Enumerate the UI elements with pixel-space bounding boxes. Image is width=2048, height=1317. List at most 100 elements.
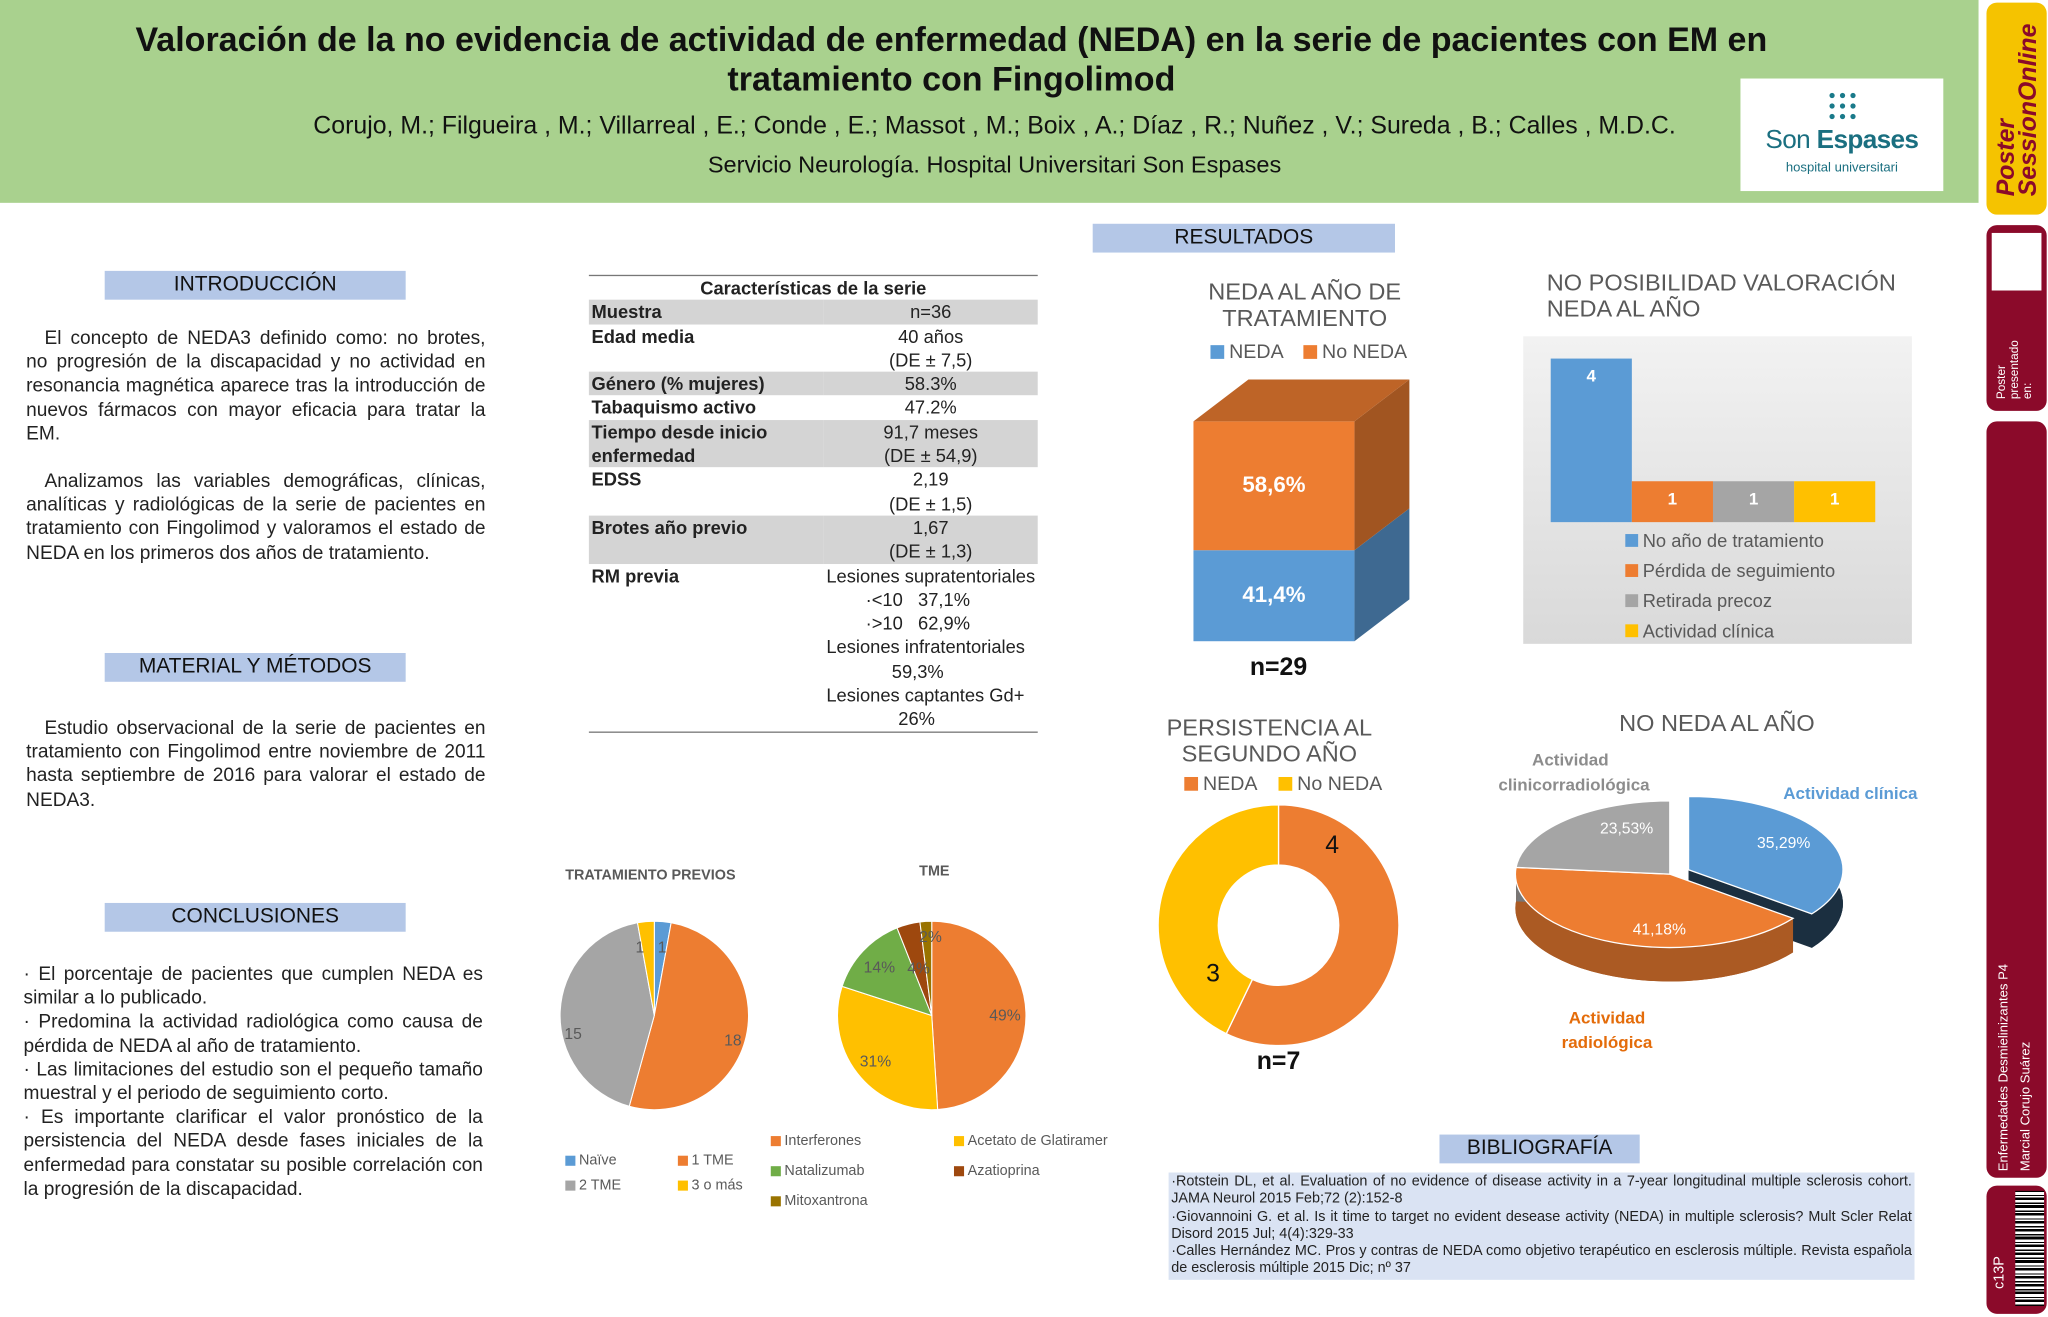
- doughnut-segment: [1225, 804, 1400, 1047]
- value-line: 26%: [898, 708, 935, 730]
- data-label: 1: [1748, 488, 1759, 509]
- data-label: 3: [1206, 960, 1221, 989]
- value-line: ·>10 62,9%: [865, 612, 970, 634]
- bar-segment: [1193, 421, 1355, 551]
- legend-label: Natalizumab: [784, 1163, 865, 1180]
- bar: [1712, 481, 1795, 523]
- row-label: EDSS: [591, 468, 642, 490]
- row-value: 58.3%: [823, 371, 1038, 396]
- table-row: Edad media 40 años (DE ± 7,5): [589, 324, 1038, 372]
- value-line: Lesiones infratentoriales: [826, 636, 1025, 658]
- poster-title: Valoración de la no evidencia de activid…: [135, 19, 1768, 99]
- table-header-row: Características de la serie: [589, 276, 1038, 300]
- legend-swatch: [953, 1166, 965, 1177]
- chart-title: TME: [919, 863, 950, 880]
- data-label: 35,29%: [1757, 833, 1811, 852]
- bar-side: [1354, 379, 1410, 551]
- legend-label: 2 TME: [578, 1177, 622, 1194]
- section-heading: INTRODUCCIÓN: [104, 270, 406, 300]
- bar: [1794, 481, 1876, 523]
- pie-slice: [1514, 866, 1795, 949]
- legend-label: NEDA: [1229, 340, 1284, 364]
- legend-swatch: [677, 1155, 688, 1166]
- bar-segment: [1193, 550, 1355, 642]
- legend-swatch: [1625, 594, 1639, 608]
- logo-dots: [1829, 92, 1856, 120]
- congress-logo: [1991, 232, 2042, 291]
- bar-side: [1354, 508, 1410, 642]
- category-label: Actividad radiológica: [1561, 1007, 1653, 1053]
- legend-swatch: [1210, 345, 1225, 359]
- section-heading: CONCLUSIONES: [104, 902, 406, 932]
- paragraph: Estudio observacional de la serie de pac…: [26, 718, 486, 811]
- bar-top: [1193, 379, 1410, 422]
- category-label: Actividad clínica: [1783, 783, 1918, 803]
- table-row: Brotes año previo 1,67 (DE ± 1,3): [588, 515, 1038, 564]
- authors: Corujo, M.; Filgueira , M.; Villarreal ,…: [313, 112, 1676, 141]
- pie-slice: [628, 922, 750, 1111]
- data-label: 15: [564, 1024, 582, 1043]
- value-line: 91,7 meses: [883, 421, 979, 443]
- legend-label: NEDA: [1202, 772, 1258, 795]
- pie-slice: [1687, 795, 1844, 915]
- table-row: RM previa Lesiones supratentoriales ·<10 3…: [589, 563, 1038, 731]
- affiliation: Servicio Neurología. Hospital Universita…: [707, 151, 1282, 178]
- data-label: 31%: [859, 1052, 892, 1071]
- legend-label: No NEDA: [1297, 772, 1383, 795]
- value-line: 47.2%: [904, 397, 957, 419]
- value-line: (DE ± 1,5): [889, 492, 973, 514]
- legend-swatch: [1625, 564, 1639, 577]
- value-line: (DE ± 7,5): [889, 349, 973, 371]
- data-label: 1: [657, 938, 667, 957]
- value-line: 40 años: [898, 325, 964, 347]
- legend-swatch: [1278, 776, 1293, 791]
- section-heading: MATERIAL Y MÉTODOS: [104, 653, 406, 682]
- legend-label: No NEDA: [1322, 340, 1408, 364]
- chart-title: TRATAMIENTO PREVIOS: [565, 867, 736, 884]
- legend-swatch: [677, 1180, 688, 1191]
- row-value: 2,19 (DE ± 1,5): [824, 468, 1038, 516]
- logo-subtitle: hospital universitari: [1785, 160, 1898, 176]
- row-label: Brotes año previo: [588, 515, 824, 564]
- legend-label: Pérdida de seguimiento: [1642, 560, 1836, 582]
- chart-title: NEDA AL AÑO DE TRATAMIENTO: [1208, 278, 1402, 332]
- data-label: 4: [1586, 365, 1597, 386]
- legend-label: No año de tratamiento: [1642, 529, 1824, 551]
- legend-label: Retirada precoz: [1642, 590, 1773, 612]
- legend-label: Acetato de Glatiramer: [967, 1133, 1108, 1149]
- data-label: 4%: [907, 959, 930, 978]
- conclusions-list: · El porcentaje de pacientes que cumplen…: [24, 963, 483, 1201]
- table-row: EDSS 2,19 (DE ± 1,5): [589, 468, 1038, 516]
- pie-slice: [559, 922, 655, 1107]
- conclusion-item: · El porcentaje de pacientes que cumplen…: [23, 964, 483, 1010]
- data-label: 14%: [863, 957, 896, 977]
- pie-slice: [919, 920, 933, 1016]
- legend-swatch: [1184, 776, 1199, 791]
- row-label: Tabaquismo activo: [591, 397, 757, 419]
- logo-name-1: Son: [1765, 125, 1811, 155]
- legend-label: Interferones: [784, 1133, 862, 1149]
- paragraph: El concepto de NEDA3 definido como: no b…: [26, 328, 486, 445]
- chart-title: NO NEDA AL AÑO: [1619, 709, 1815, 737]
- legend-label: Actividad clínica: [1642, 620, 1775, 642]
- reference: ·Rotstein DL, et al. Evaluation of no ev…: [1171, 1173, 1912, 1207]
- category-label: Actividad clinicorradiológica: [1498, 749, 1650, 795]
- row-label: Género (% mujeres): [588, 371, 824, 396]
- table-row: Muestra n=36: [588, 300, 1038, 325]
- legend-swatch: [565, 1155, 576, 1166]
- legend-swatch: [1625, 534, 1639, 547]
- methods-text: Estudio observacional de la serie de pac…: [26, 717, 485, 812]
- data-label: 58,6%: [1242, 472, 1306, 498]
- value-line: (DE ± 1,3): [889, 540, 973, 562]
- data-label: 41,4%: [1242, 582, 1306, 608]
- table: Características de la serie Muestra n=36 Ed…: [588, 276, 1038, 731]
- legend-swatch: [770, 1136, 781, 1147]
- value-line: 58.3%: [904, 373, 957, 395]
- intro-text: El concepto de NEDA3 definido como: no b…: [26, 327, 485, 565]
- legend-label: Azatioprina: [967, 1163, 1040, 1180]
- legend-label: 1 TME: [691, 1152, 734, 1169]
- bibliography: ·Rotstein DL, et al. Evaluation of no ev…: [1168, 1172, 1915, 1280]
- legend-label: 3 o más: [691, 1177, 743, 1194]
- paragraph: Analizamos las variables demográficas, c…: [26, 471, 486, 564]
